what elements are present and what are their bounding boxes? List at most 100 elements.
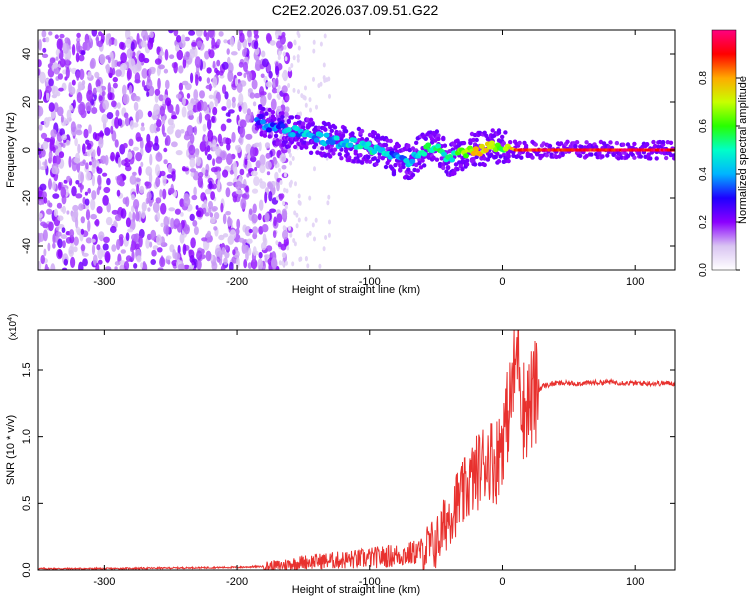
spectrogram-cell [274,159,278,165]
spectrogram-cell [266,171,271,176]
spectrogram-cell [111,100,117,108]
spectrogram-cell [188,144,196,156]
spectrogram-cell [271,257,278,269]
spectrogram-cell [253,176,260,187]
spectrogram-cell [317,145,321,151]
spectrogram-cell [145,237,150,249]
spectrogram-cell [123,261,130,270]
spectrogram-cell [114,139,119,148]
spectrogram-cell [257,213,262,221]
spectrogram-cell [235,180,243,191]
spectrogram-cell [91,190,97,200]
spectrogram-cell [285,260,288,266]
spectrogram-cell [660,140,666,145]
spectrogram-cell [260,242,267,251]
spectrogram-cell [220,123,227,132]
spectrogram-cell [80,184,84,190]
snr-frame [37,329,676,571]
spectrogram-cell [414,162,419,168]
spectrogram-cell [122,142,128,149]
spectrogram-cell [268,70,273,79]
spectrogram-cell [76,40,81,53]
spectrogram-cell [110,125,114,135]
spectrogram-cell [306,263,310,269]
spectrogram-cell [453,162,459,167]
spectrogram-cell [51,166,59,175]
spectrogram-cell [193,125,198,136]
spectrogram-cell [323,122,328,127]
spectrogram-cell [209,101,214,110]
spectrogram-cell [224,91,229,100]
spectrogram-cell [312,39,316,45]
spectrogram-cell [281,260,285,266]
spectrogram-cell [91,30,98,37]
spectrogram-cell [131,194,135,201]
spectrogram-cell [48,150,53,161]
spectrogram-cell [264,212,270,223]
spectrogram-cell [291,156,295,161]
spectrogram-cell [190,72,194,84]
spectrogram-cell [98,231,105,241]
spectrogram-cell [84,39,92,51]
spectrogram-cell [372,130,377,136]
spectrogram-cell [208,30,215,38]
spectrogram-cell [313,142,319,147]
spectrogram-cell [78,203,84,211]
spectrogram-cell [124,116,130,127]
spectrogram-cell [114,261,120,266]
spectrogram-cell [280,114,285,120]
spectrogram-cell [304,85,307,91]
spectrogram-cell [262,133,268,138]
spectrogram-cell [147,39,154,50]
spectrogram-cell [297,199,301,205]
spectrogram-cell [156,234,162,246]
spectrogram-cell [286,119,291,125]
spectrogram-cell [304,102,308,108]
spectrogram-cell [268,191,273,202]
spectrogram-cell [425,142,432,148]
spectrogram-cell [175,104,180,115]
spectrogram-cell [431,155,436,161]
spectrogram-cell [147,207,151,212]
spectrogram-cell [246,173,250,178]
spectrogram-cell [134,72,141,84]
spectrogram-cell [651,139,656,145]
spectrogram-cell [42,47,47,53]
spectrogram-cell [62,205,66,214]
spectrogram-cell [275,138,280,143]
spectrogram-cell [496,159,502,164]
spectrogram-cell [436,136,441,142]
spectrogram-cell [96,166,100,172]
spectrogram-cell [257,258,264,270]
spectrogram-cells [38,30,675,270]
spectrogram-y-ticks: -40 -20 0 20 40 [21,48,675,254]
spectrogram-cell [107,56,111,64]
spectrogram-cell [182,97,186,106]
spectrogram-cell [177,244,181,255]
spectrogram-cell [159,170,166,177]
x-tick-label: 100 [626,576,644,588]
spectrogram-cell [176,35,182,43]
spectrogram-cell [327,232,331,238]
spectrogram-cell [282,200,285,206]
spectrogram-cell [417,160,422,166]
spectrogram-cell [99,53,106,65]
spectrogram-cell [216,59,221,67]
spectrogram-cell [103,236,110,243]
spectrogram-cell [110,151,115,162]
snr-x-ticks: -300 -200 -100 0 100 [93,330,644,588]
spectrogram-cell [156,126,161,132]
spectrogram-cell [608,140,613,145]
spectrogram-cell [38,232,42,244]
spectrogram-cell [340,133,346,138]
spectrogram-cell [239,119,247,128]
spectrogram-cell [220,264,226,270]
spectrogram-cell [372,156,377,161]
spectrogram-cell [476,151,483,157]
spectrogram-cell [317,132,324,138]
spectrogram-cell [343,138,350,144]
spectrogram-cell [449,157,456,163]
spectrogram-cell [90,238,96,243]
spectrogram-cell [211,115,215,123]
spectrogram-cell [250,111,254,122]
